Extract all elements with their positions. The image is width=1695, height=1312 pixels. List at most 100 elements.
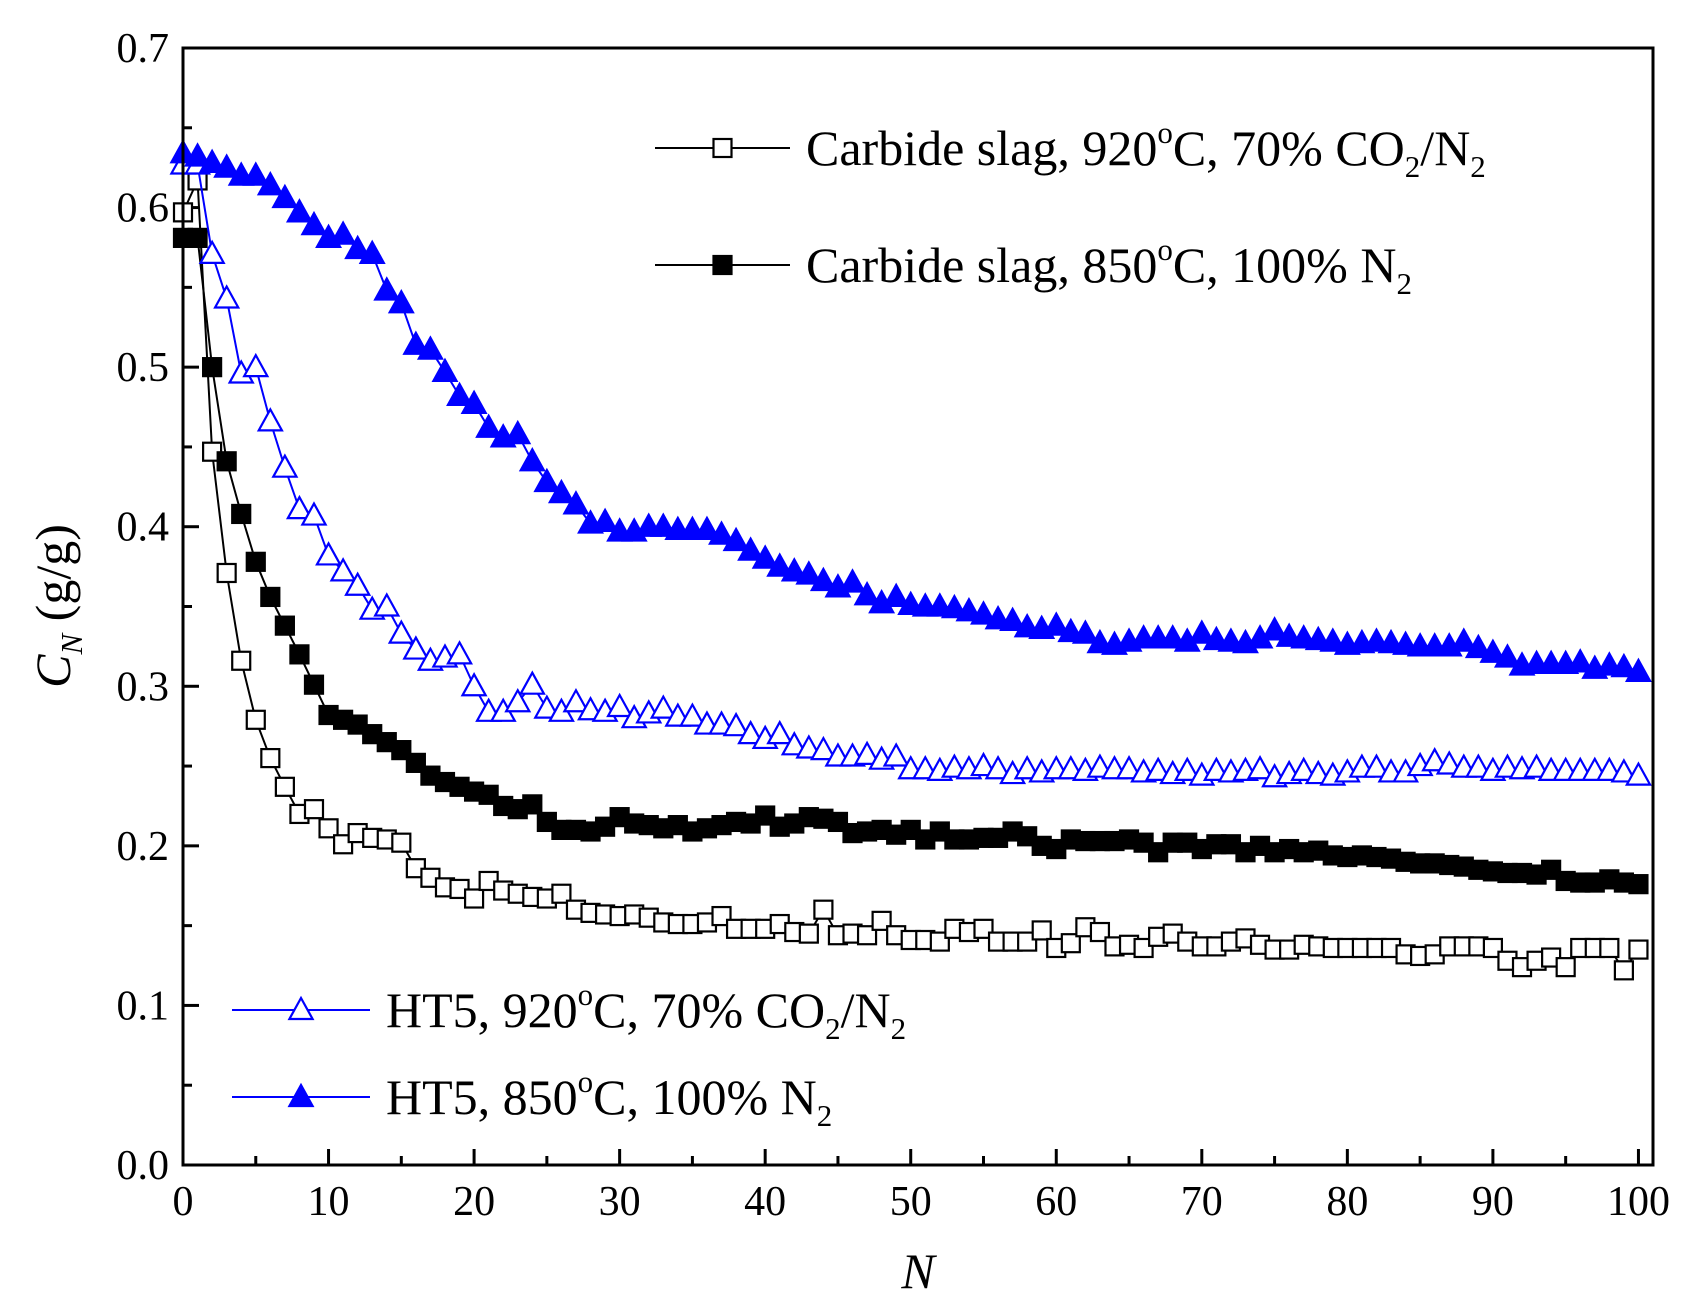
data-point: [344, 571, 372, 596]
data-point: [387, 289, 415, 314]
data-point: [562, 687, 590, 713]
data-point: [1031, 920, 1052, 941]
legend-label: Carbide slag, 920oC, 70% CO2/N2: [806, 115, 1486, 184]
legend-label-part: 2: [1405, 149, 1421, 184]
data-point: [1464, 753, 1492, 778]
data-point: [1188, 619, 1216, 644]
data-point: [809, 566, 837, 592]
data-point: [955, 597, 983, 622]
data-point: [1479, 638, 1507, 663]
data-point: [300, 501, 328, 526]
data-point: [387, 619, 415, 644]
data-point: [329, 220, 357, 245]
data-point: [562, 490, 590, 515]
data-point: [1613, 960, 1634, 981]
data-point: [260, 586, 281, 608]
data-point: [1464, 633, 1492, 659]
series-3: [169, 139, 1652, 683]
data-point: [606, 692, 634, 718]
data-point: [853, 740, 881, 766]
data-point: [798, 923, 819, 944]
legend-marker: [287, 995, 315, 1021]
y-tick-label: 0.5: [117, 345, 170, 391]
data-point: [813, 899, 834, 920]
data-point: [795, 560, 823, 585]
data-point: [1261, 616, 1289, 641]
data-point: [1319, 627, 1347, 652]
legend-label: HT5, 850oC, 100% N2: [386, 1064, 832, 1133]
x-tick-label: 100: [1607, 1179, 1670, 1225]
data-point: [882, 582, 910, 608]
legend-entry-1: Carbide slag, 850oC, 100% N2: [655, 232, 1412, 301]
data-point: [547, 478, 575, 504]
tick-labels: 0 10 20 30 40 50 60 70 80 90 100 0.0 0.1 0.2 0.3 0.4 0.5…: [117, 26, 1670, 1225]
data-point: [431, 357, 459, 383]
plot-frame: [181, 46, 1655, 1167]
data-point: [1421, 747, 1449, 772]
legend-label-part: 2: [817, 1098, 833, 1133]
data-point: [373, 592, 401, 617]
data-point: [373, 276, 401, 301]
legend-label-part: C, 100% N: [1173, 237, 1397, 293]
legend-label-part: /N: [841, 982, 891, 1038]
data-point: [231, 503, 252, 525]
legend-label-part: /N: [1420, 120, 1470, 176]
data-point: [256, 407, 284, 432]
data-point: [1246, 754, 1274, 780]
legend-marker: [712, 137, 733, 159]
data-point: [940, 593, 968, 619]
data-point: [402, 330, 430, 355]
legend-label-part: C, 70% CO: [593, 982, 825, 1038]
data-point: [271, 453, 299, 478]
legend-label-part: Carbide slag, 920: [806, 120, 1157, 176]
x-tick-label: 70: [1181, 1179, 1223, 1225]
data-point: [231, 650, 252, 671]
data-point: [184, 142, 212, 167]
data-point: [809, 735, 837, 761]
data-point: [216, 562, 237, 584]
data-point: [271, 183, 299, 209]
data-point: [1624, 761, 1652, 786]
data-point: [1566, 648, 1594, 673]
legend-label-part: HT5, 850: [386, 1069, 578, 1125]
data-point: [1071, 619, 1099, 644]
x-tick-label: 60: [1035, 1179, 1077, 1225]
data-point: [213, 284, 241, 309]
data-point: [463, 888, 485, 909]
x-tick-label: 30: [599, 1179, 641, 1225]
x-axis-title: N: [900, 1243, 937, 1299]
data-point: [1159, 624, 1187, 649]
series-layer: [169, 139, 1652, 981]
data-point: [329, 557, 357, 582]
data-point: [303, 799, 325, 820]
data-point: [1013, 754, 1041, 780]
legend-label-part: 2: [1396, 266, 1412, 301]
data-point: [1363, 753, 1390, 778]
data-point: [256, 170, 284, 196]
legend-label-part: HT5, 920: [386, 982, 578, 1038]
data-point: [358, 239, 386, 264]
data-point: [198, 239, 226, 264]
data-point: [300, 210, 328, 236]
series-1: [172, 227, 1649, 895]
data-point: [649, 694, 677, 719]
data-point: [839, 568, 866, 593]
x-tick-label: 40: [744, 1179, 786, 1225]
data-point: [999, 606, 1027, 631]
y-axis-title-symbol: C: [25, 654, 81, 688]
y-tick-label: 0.4: [117, 505, 170, 551]
data-point: [344, 234, 372, 260]
legend-label-part: 2: [825, 1011, 841, 1046]
data-point: [722, 526, 750, 552]
data-point: [853, 581, 881, 606]
legend-label-part: 2: [1470, 149, 1486, 184]
y-tick-label: 0.1: [117, 983, 170, 1029]
data-point: [1555, 957, 1576, 978]
data-point: [1060, 933, 1081, 954]
data-point: [1599, 937, 1620, 959]
data-point: [522, 794, 543, 815]
data-point: [1628, 874, 1649, 895]
legend-entry-3: HT5, 850oC, 100% N2: [232, 1064, 832, 1133]
